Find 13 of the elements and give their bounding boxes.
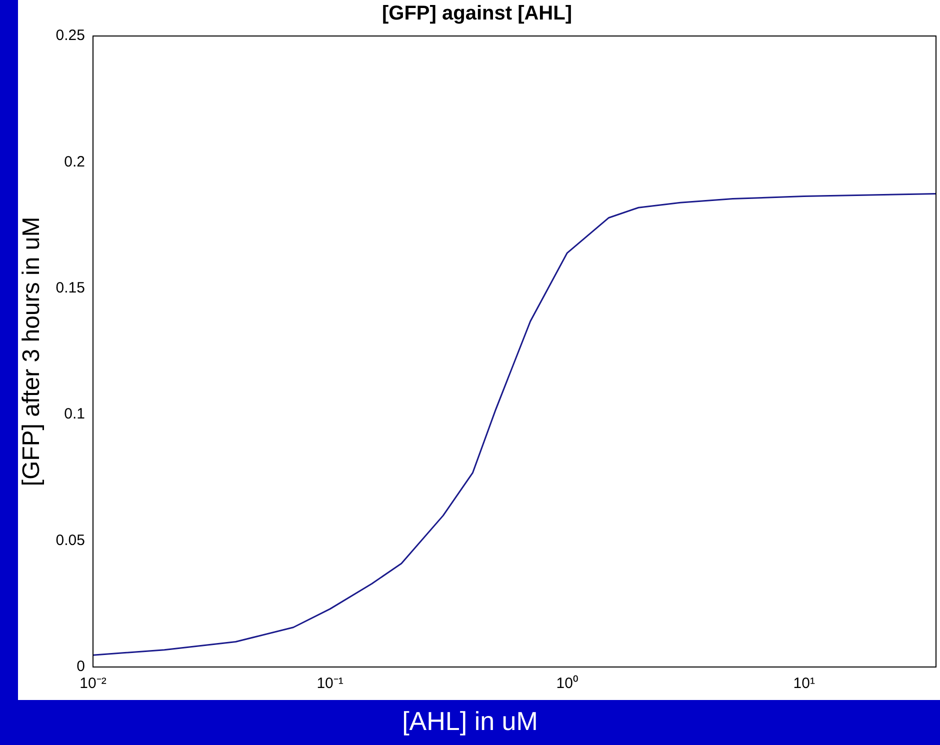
y-tick-label: 0.2	[64, 153, 85, 170]
y-tick-label: 0.05	[56, 532, 85, 549]
y-tick-label: 0.25	[56, 27, 85, 44]
x-tick-label: 10⁻²	[80, 675, 106, 692]
x-tick-label: 10⁻¹	[316, 675, 344, 692]
y-tick-label: 0.15	[56, 280, 85, 297]
chart-title: [GFP] against [AHL]	[382, 2, 572, 25]
y-tick-label: 0	[76, 658, 85, 676]
x-tick-label: 10¹	[793, 675, 815, 692]
x-tick-label: 10⁰	[556, 675, 578, 692]
y-tick-label: 0.1	[64, 406, 85, 423]
y-axis-title: [GFP] after 3 hours in uM	[18, 216, 46, 486]
x-axis-title: [AHL] in uM	[401, 706, 539, 737]
